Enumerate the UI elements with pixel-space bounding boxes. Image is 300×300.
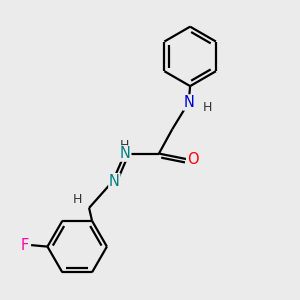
Text: N: N (183, 95, 194, 110)
Text: N: N (120, 146, 131, 161)
Text: H: H (73, 193, 82, 206)
Text: N: N (109, 174, 120, 189)
Text: H: H (120, 139, 129, 152)
Text: O: O (187, 152, 198, 167)
Text: H: H (202, 101, 212, 114)
Text: F: F (20, 238, 29, 253)
